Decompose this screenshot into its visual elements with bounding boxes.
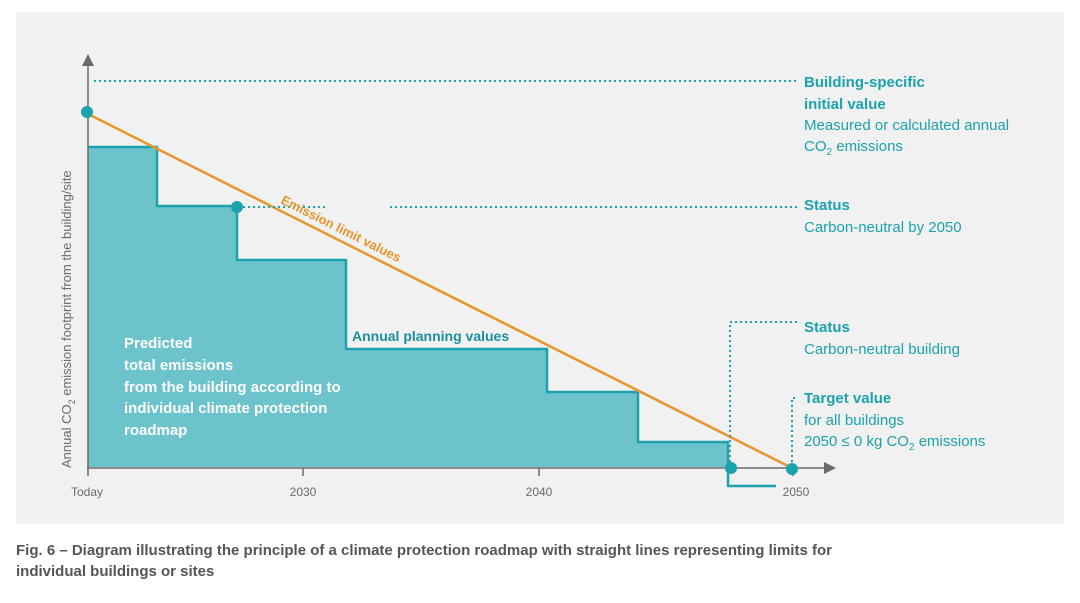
initial-value-title: Building-specific initial value — [804, 74, 929, 113]
neutral-building-marker — [725, 462, 737, 474]
planning-values-line — [88, 145, 776, 488]
status-marker — [231, 201, 243, 213]
emission-limit-label: Emission limit values — [279, 192, 404, 265]
initial-value-body: Measured or calculated annual — [804, 117, 1009, 134]
x-axis-arrow — [824, 462, 836, 474]
x-tick-label: 2050 — [783, 485, 810, 499]
target-value-title: Target value — [804, 390, 891, 407]
neutral-building-title: Status — [804, 319, 850, 336]
target-value-body: for all buildings — [804, 412, 904, 429]
status-body: Carbon-neutral by 2050 — [804, 219, 962, 236]
neutral-building-body: Carbon-neutral building — [804, 341, 960, 358]
initial-value-marker — [81, 106, 93, 118]
roadmap-diagram: Today 2030 2040 2050 Annual CO2 emission… — [59, 54, 1009, 499]
target-value-body-line2: 2050 ≤ 0 kg CO2 emissions — [804, 433, 985, 453]
initial-value-body-line2: CO2 emissions — [804, 138, 903, 158]
x-tick-label: 2040 — [526, 485, 553, 499]
x-tick-label: Today — [71, 485, 103, 499]
area-description: Predicted total emissions from the build… — [124, 335, 345, 439]
y-axis-title: Annual CO2 emission footprint from the b… — [59, 170, 77, 468]
y-axis-arrow — [82, 54, 94, 66]
figure-caption: Fig. 6 – Diagram illustrating the princi… — [16, 540, 1016, 582]
status-title: Status — [804, 197, 850, 214]
target-value-guide — [791, 397, 797, 462]
predicted-emissions-area — [88, 147, 728, 467]
caption-line-1: Fig. 6 – Diagram illustrating the princi… — [16, 542, 832, 559]
target-value-marker — [786, 463, 798, 475]
emission-limit-line — [87, 112, 791, 469]
planning-values-label: Annual planning values — [352, 328, 509, 344]
caption-line-2: individual buildings or sites — [16, 563, 215, 580]
x-tick-label: 2030 — [290, 485, 317, 499]
neutral-building-guide — [729, 321, 797, 462]
